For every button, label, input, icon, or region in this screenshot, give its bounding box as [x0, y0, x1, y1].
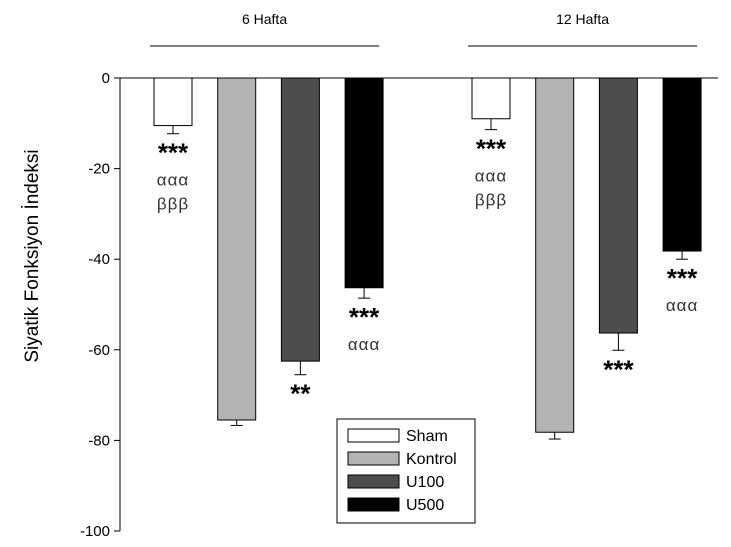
significance-stars: ***: [349, 302, 380, 332]
significance-symbols: ααα: [475, 167, 507, 186]
significance-symbols: ααα: [666, 296, 698, 315]
y-tick-label: -80: [88, 432, 110, 449]
y-tick-label: -20: [88, 161, 110, 178]
significance-stars: **: [290, 379, 311, 409]
legend-label-kontrol: Kontrol: [406, 451, 457, 468]
significance-symbols: ααα: [157, 171, 189, 190]
significance-stars: ***: [476, 134, 507, 164]
group-label: 12 Hafta: [556, 11, 609, 27]
y-tick-label: -60: [88, 342, 110, 359]
significance-stars: ***: [667, 263, 698, 293]
significance-symbols: βββ: [475, 191, 507, 210]
bar-u100: [280, 77, 320, 362]
bar-sham: [471, 77, 511, 120]
legend-swatch-u500: [347, 497, 400, 512]
y-tick-label: -40: [88, 251, 110, 268]
bar-u500: [344, 77, 384, 289]
bars: [153, 77, 702, 440]
group-label: 6 Hafta: [242, 11, 287, 27]
legend-swatch-u100: [347, 474, 400, 489]
significance-stars: ***: [158, 138, 189, 168]
legend-label-sham: Sham: [406, 428, 448, 445]
bar-kontrol: [535, 77, 575, 433]
legend-swatch-sham: [347, 428, 400, 443]
bar-sham: [153, 77, 193, 127]
y-tick-label: -100: [80, 523, 110, 540]
legend-label-u500: U500: [406, 497, 444, 514]
legend: Sham Kontrol U100 U500: [336, 418, 476, 524]
legend-swatch-kontrol: [347, 451, 400, 466]
y-tick-label: 0: [102, 70, 110, 87]
significance-stars: ***: [603, 354, 634, 384]
bar-kontrol: [217, 77, 257, 421]
bar-u100: [598, 77, 638, 334]
group-labels: 6 Hafta 12 Hafta: [150, 11, 698, 47]
y-axis-label: Siyatik Fonksiyon İndeksi: [22, 149, 43, 362]
significance-symbols: ααα: [348, 335, 380, 354]
bar-u500: [662, 77, 702, 252]
significance-symbols: βββ: [157, 195, 189, 214]
legend-label-u100: U100: [406, 474, 444, 491]
